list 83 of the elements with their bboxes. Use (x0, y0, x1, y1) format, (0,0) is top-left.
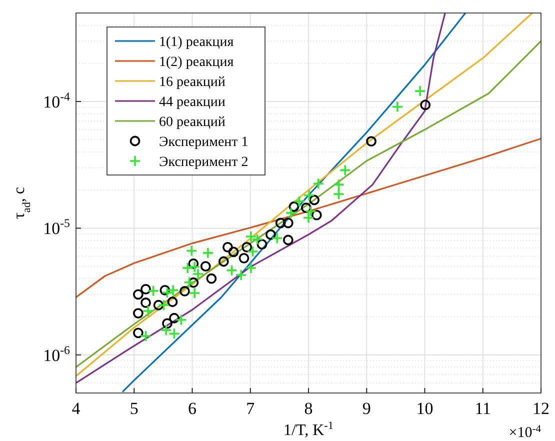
point (226, 264, 238, 276)
point (158, 299, 170, 312)
legend-label: 16 реакций (159, 75, 226, 90)
point (303, 189, 315, 202)
point (167, 284, 179, 296)
point (414, 85, 426, 97)
point (282, 218, 294, 228)
point (332, 188, 345, 200)
line-series (76, 13, 446, 384)
legend-label: 60 реакций (159, 115, 226, 130)
point (288, 201, 300, 212)
point (202, 247, 214, 259)
point (235, 269, 247, 281)
x-tick-label: 8 (304, 399, 313, 418)
x-tick-label: 6 (188, 399, 196, 418)
point (142, 305, 154, 317)
point (309, 194, 320, 206)
point (266, 229, 276, 240)
point (153, 300, 164, 310)
point (132, 328, 144, 338)
x-tick-label: 7 (246, 399, 256, 418)
point (228, 246, 239, 258)
point (293, 195, 306, 208)
point (366, 136, 376, 147)
point (256, 239, 268, 250)
point (302, 212, 314, 224)
point (312, 178, 324, 190)
point (282, 234, 294, 246)
y-tick-label: 10$^{-4}$ (43, 90, 70, 112)
point (186, 244, 198, 257)
point (420, 100, 431, 110)
x-tick-label: 12 (532, 399, 550, 418)
point (300, 202, 312, 213)
y-tick-label: 10$^{-5}$ (43, 216, 70, 238)
x-tick-label: 10 (416, 399, 434, 418)
point (271, 232, 284, 244)
point (188, 287, 200, 299)
point (188, 258, 199, 269)
point (339, 164, 352, 176)
x-tick-label: 9 (362, 399, 371, 418)
point (246, 246, 259, 258)
point (167, 296, 178, 308)
point (222, 242, 233, 252)
point (161, 286, 174, 299)
y-tick-label: 10$^{-6}$ (43, 342, 70, 365)
point (392, 100, 404, 113)
point (242, 242, 252, 252)
x-axis-title: 1/T, K$^{-1}$ (284, 420, 334, 439)
x-tick-label: 4 (72, 399, 81, 418)
line-series (122, 13, 466, 393)
point (311, 210, 322, 220)
x-tick-label: 11 (474, 399, 492, 418)
point (188, 277, 199, 288)
legend-label: 44 реакции (159, 95, 226, 110)
point (332, 178, 345, 190)
point (183, 276, 196, 288)
point (275, 218, 286, 228)
line-series (76, 138, 541, 298)
point (285, 207, 297, 219)
text: ×10$^{-4}$ (508, 424, 542, 441)
point (304, 205, 317, 218)
legend-label: Эксперимент 2 (159, 155, 248, 170)
point (238, 252, 250, 264)
point (245, 262, 257, 274)
point (169, 312, 180, 324)
point (147, 284, 160, 297)
legend-label: Эксперимент 1 (159, 135, 248, 150)
point (175, 314, 188, 326)
point (162, 318, 172, 329)
point (179, 286, 190, 296)
point (160, 285, 170, 296)
x-tick-label: 5 (130, 399, 138, 418)
legend-label: 1(1) реакция (159, 35, 234, 50)
point (140, 298, 151, 308)
point (200, 261, 211, 272)
legend-label: 1(2) реакция (159, 55, 234, 70)
point (140, 284, 151, 294)
point (206, 273, 217, 284)
point (132, 308, 144, 318)
point (132, 289, 144, 300)
point (182, 262, 194, 274)
point (218, 256, 229, 267)
point (140, 330, 152, 342)
